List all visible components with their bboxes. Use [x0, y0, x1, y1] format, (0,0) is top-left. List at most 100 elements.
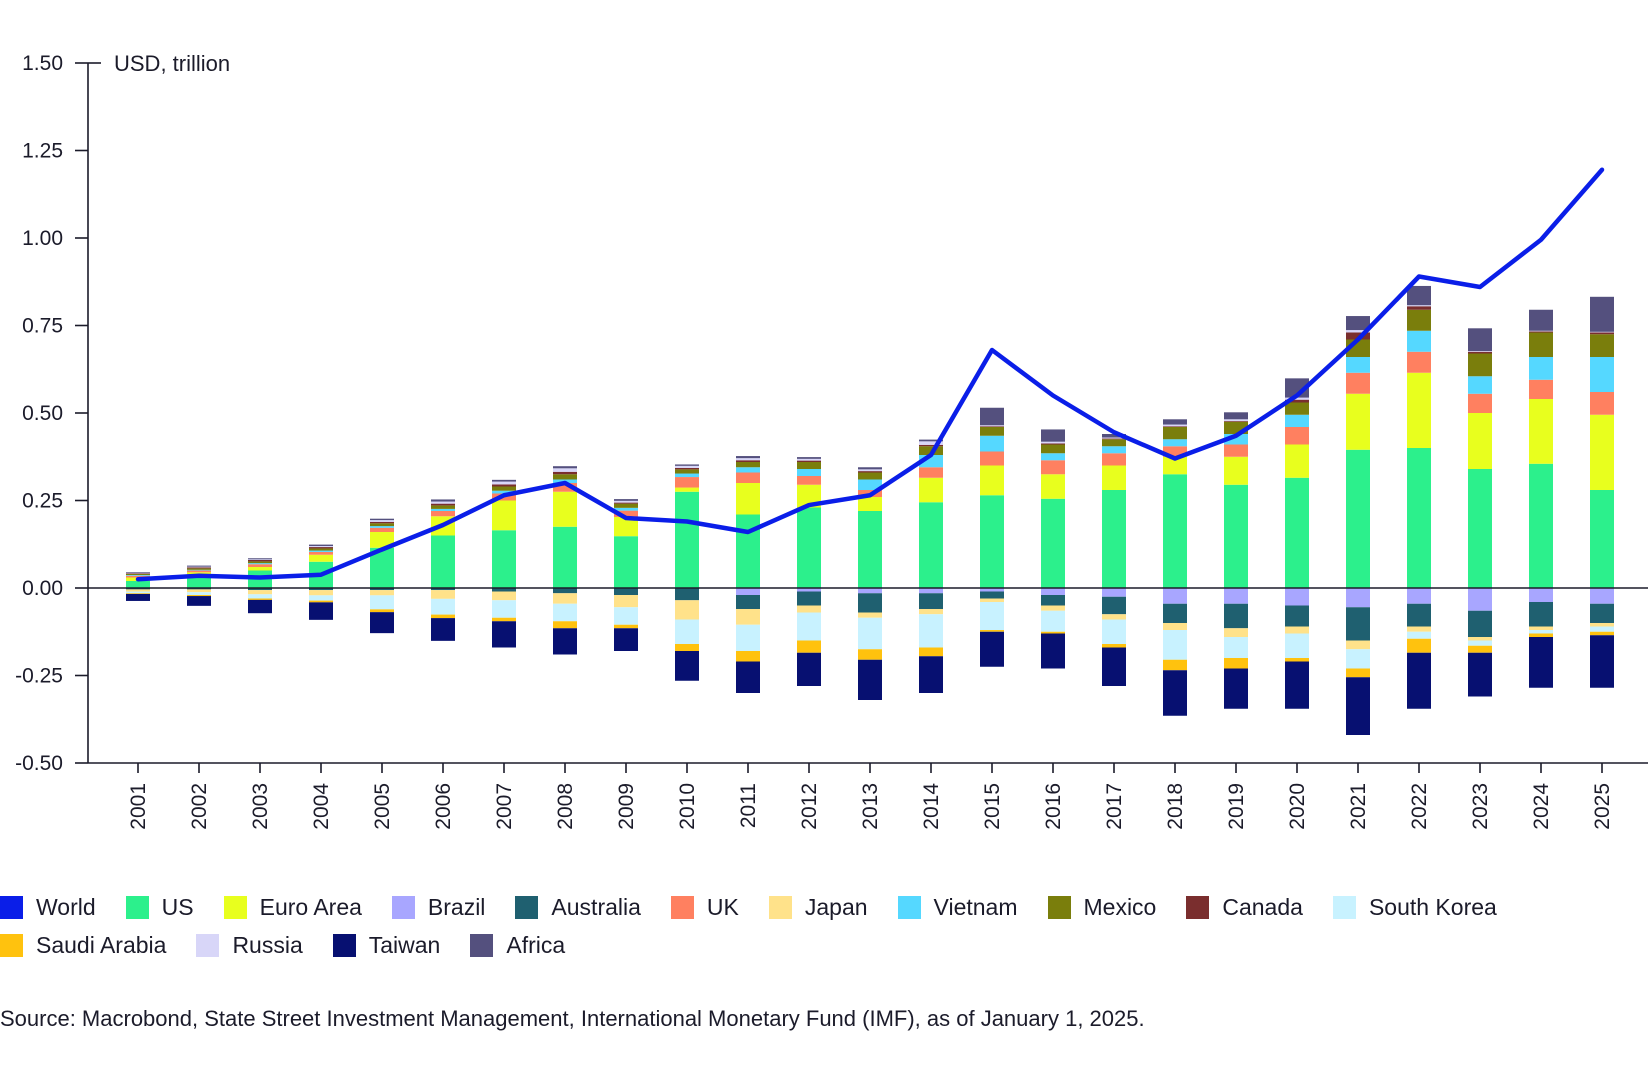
bar-segment-vietnam [370, 526, 394, 528]
bar-segment-us [980, 495, 1004, 588]
bar-segment-euro-area [858, 497, 882, 511]
bar-segment-mexico [980, 427, 1004, 436]
legend-label: Euro Area [259, 893, 362, 920]
bar-segment-brazil [1529, 588, 1553, 602]
bar-segment-canada [248, 560, 272, 562]
bar-segment-australia [1346, 607, 1370, 641]
bar-segment-south-korea [1529, 630, 1553, 634]
y-tick-label: 1.00 [22, 227, 63, 250]
x-tick-label: 2010 [676, 783, 699, 830]
bar-segment-saudi-arabia [919, 647, 943, 657]
bar-segment-africa [675, 464, 699, 466]
bar-segment-russia [797, 458, 821, 461]
bar-segment-vietnam [1529, 357, 1553, 380]
bar-segment-brazil [797, 588, 821, 592]
bar-segment-saudi-arabia [736, 651, 760, 662]
bar-segment-south-korea [187, 592, 211, 595]
x-tick-label: 2013 [859, 783, 882, 830]
bar-segment-africa [1163, 419, 1187, 425]
bar-segment-taiwan [675, 651, 699, 681]
bar-segment-japan [1224, 628, 1248, 637]
bar-segment-russia [1468, 351, 1492, 352]
legend-label: Australia [551, 893, 641, 920]
bar-segment-uk [187, 570, 211, 573]
bar-segment-euro-area [1163, 456, 1187, 475]
bar-segment-vietnam [1102, 446, 1126, 454]
legend-swatch [470, 933, 494, 957]
legend-item-taiwan: Taiwan [332, 932, 440, 959]
bar-segment-japan [1102, 614, 1126, 620]
bar-segment-taiwan [1102, 647, 1126, 686]
bar-segment-us [1224, 484, 1248, 588]
bar-segment-canada [1163, 426, 1187, 427]
bar-segment-south-korea [1346, 649, 1370, 669]
bar-segment-south-korea [431, 598, 455, 615]
bar-segment-australia [614, 588, 638, 595]
bar-segment-uk [1590, 392, 1614, 415]
bar-segment-euro-area [980, 465, 1004, 496]
bar-segment-uk [1163, 446, 1187, 457]
legend-label: Saudi Arabia [36, 931, 167, 958]
bar-segment-africa [370, 518, 394, 521]
y-tick-label: -0.25 [15, 665, 63, 688]
bar-segment-south-korea [736, 624, 760, 651]
bar-segment-uk [797, 476, 821, 485]
bar-segment-vietnam [1407, 330, 1431, 352]
bar-segment-mexico [431, 505, 455, 509]
x-tick-label: 2020 [1286, 783, 1309, 830]
legend-swatch [897, 895, 921, 919]
bar-segment-australia [492, 588, 516, 592]
x-tick-label: 2003 [249, 783, 272, 830]
bar-segment-brazil [1102, 588, 1126, 597]
bar-segment-saudi-arabia [675, 644, 699, 651]
bar-segment-mexico [614, 503, 638, 508]
legend-item-uk: UK [670, 894, 739, 921]
bar-segment-taiwan [370, 612, 394, 634]
bar-segment-saudi-arabia [431, 614, 455, 619]
bar-segment-canada [309, 547, 333, 549]
bar-segment-russia [736, 458, 760, 461]
bar-segment-mexico [248, 561, 272, 564]
legend-swatch [332, 933, 356, 957]
bar-segment-vietnam [309, 550, 333, 552]
bar-segment-australia [1163, 603, 1187, 623]
bar-segment-euro-area [675, 487, 699, 492]
bar-segment-euro-area [1590, 414, 1614, 490]
bar-segment-africa [1041, 429, 1065, 442]
bar-segment-uk [1346, 372, 1370, 394]
bar-segment-us [797, 507, 821, 588]
bar-segment-africa [1529, 309, 1553, 331]
x-tick-label: 2025 [1591, 783, 1614, 830]
bar-segment-mexico [1590, 334, 1614, 357]
y-tick-label: 0.75 [22, 315, 63, 338]
bar-segment-taiwan [309, 602, 333, 620]
x-tick-label: 2008 [554, 783, 577, 830]
bar-segment-south-korea [1590, 626, 1614, 632]
legend-item-russia: Russia [196, 932, 303, 959]
bar-segment-japan [1590, 623, 1614, 627]
legend-item-world: World [0, 894, 96, 921]
legend-item-mexico: Mexico [1047, 893, 1157, 921]
bar-segment-russia [1590, 331, 1614, 333]
legend-label: Mexico [1083, 893, 1157, 920]
bar-segment-africa [1102, 434, 1126, 438]
bar-segment-saudi-arabia [980, 630, 1004, 632]
bar-segment-mexico [675, 469, 699, 474]
bar-segment-south-korea [126, 591, 150, 594]
bar-segment-south-korea [309, 595, 333, 601]
x-axis: 2001 2002 2003 2004 2005 2006 2007 2008 2009 2010… [88, 762, 1648, 830]
bar-segment-south-korea [858, 617, 882, 650]
bar-segment-canada [1346, 332, 1370, 340]
x-tick-label: 2001 [127, 783, 150, 830]
bar-segment-vietnam [1041, 453, 1065, 461]
bar-segment-saudi-arabia [248, 598, 272, 600]
bar-segment-saudi-arabia [309, 600, 333, 603]
bar-segment-russia [370, 520, 394, 522]
legend-label: South Korea [1368, 893, 1497, 920]
x-tick-label: 2019 [1225, 783, 1248, 830]
bar-segment-africa [736, 456, 760, 459]
bar-segment-saudi-arabia [1102, 644, 1126, 648]
bar-segment-mexico [1468, 353, 1492, 377]
bar-segment-japan [126, 589, 150, 592]
bar-segment-saudi-arabia [1590, 631, 1614, 636]
